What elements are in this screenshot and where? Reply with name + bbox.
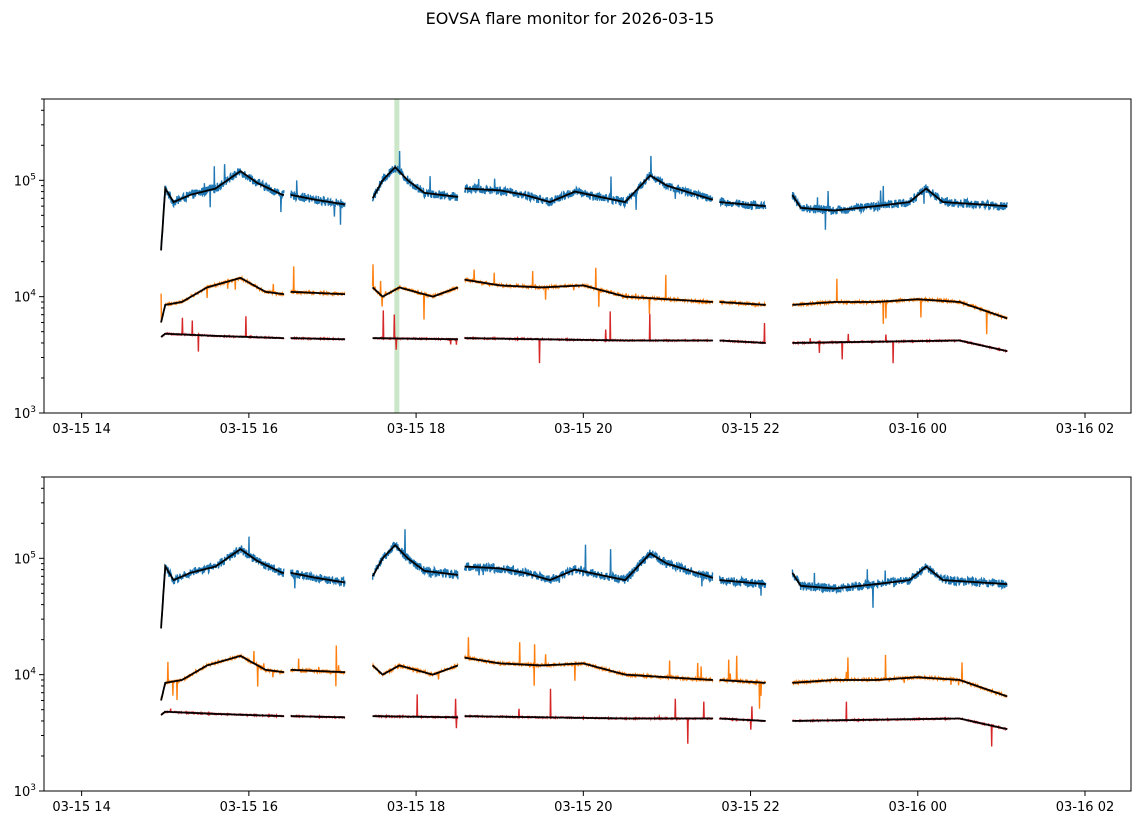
y-tick-label: 103 — [14, 405, 36, 422]
bottom-panel: 03-15 14 03-15 16 03-15 18 03-15 20 03-15 22… — [14, 476, 1132, 815]
x-tick-label: 03-15 22 — [721, 422, 779, 437]
axes-frame — [43, 98, 1132, 414]
low-band-smoothed-line — [160, 332, 1008, 353]
y-tick-label: 103 — [14, 783, 36, 800]
low-band-smoothed-line — [160, 710, 1008, 731]
mid-band-raw-line — [160, 637, 1008, 709]
x-tick-label: 03-16 02 — [1056, 422, 1114, 437]
x-tick-label: 03-15 18 — [387, 422, 445, 437]
low-band-raw-line — [160, 310, 1008, 364]
x-tick-label: 03-15 14 — [52, 800, 110, 815]
top-panel: 03-15 14 03-15 16 03-15 18 03-15 20 03-15 22… — [14, 98, 1132, 437]
mid-band-raw-line — [160, 264, 1008, 335]
axes-frame — [43, 476, 1132, 792]
x-tick-label: 03-16 02 — [1056, 800, 1114, 815]
y-tick-label: 105 — [14, 550, 36, 567]
x-tick-label: 03-16 00 — [889, 422, 947, 437]
high-band-smoothed-line — [160, 544, 1008, 629]
mid-band-smoothed-line — [160, 276, 1008, 323]
x-tick-label: 03-15 20 — [554, 422, 612, 437]
x-tick-label: 03-15 16 — [220, 422, 278, 437]
x-tick-label: 03-15 20 — [554, 800, 612, 815]
flare-highlight-band — [394, 99, 400, 413]
x-tick-label: 03-16 00 — [889, 800, 947, 815]
x-tick-label: 03-15 14 — [52, 422, 110, 437]
high-band-smoothed-line — [160, 166, 1008, 251]
y-tick-label: 104 — [14, 289, 37, 306]
x-tick-label: 03-15 22 — [721, 800, 779, 815]
mid-band-smoothed-line — [160, 654, 1008, 701]
high-band-raw-line — [160, 529, 1008, 627]
x-tick-label: 03-15 18 — [387, 800, 445, 815]
figure-title: EOVSA flare monitor for 2026-03-15 — [426, 9, 715, 28]
plot-area — [160, 99, 1008, 413]
y-tick-label: 104 — [14, 667, 37, 684]
high-band-raw-line — [160, 150, 1008, 249]
y-tick-label: 105 — [14, 172, 36, 189]
plot-area — [160, 529, 1008, 747]
x-tick-label: 03-15 16 — [220, 800, 278, 815]
